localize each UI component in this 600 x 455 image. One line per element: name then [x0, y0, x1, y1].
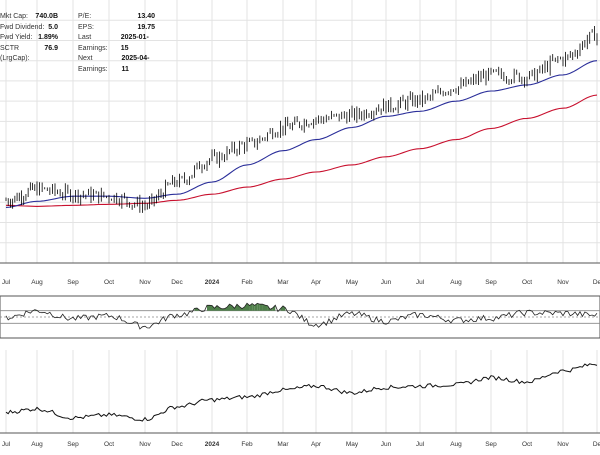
lower-x-tick-label: Dec	[171, 441, 183, 448]
lower-x-tick-label: Sep	[485, 441, 497, 448]
fund-sctr: SCTR (LrgCap):76.9	[0, 44, 58, 65]
price-x-tick-label: Sep	[485, 279, 497, 286]
lower-x-tick-label: May	[346, 441, 359, 448]
fund-value: 13.40	[137, 12, 155, 23]
price-x-tick-label: 2024	[205, 279, 220, 286]
fund-value: 76.9	[44, 44, 58, 65]
fund-value: 5.0	[48, 23, 58, 34]
lower-x-tick-label: Nov	[557, 441, 569, 448]
fund-eps: EPS: 19.75	[78, 23, 155, 34]
lower-x-tick-label: Jun	[381, 441, 392, 448]
lower-x-tick-label: Oct	[522, 441, 532, 448]
price-x-tick-label: Nov	[557, 279, 569, 286]
lower-x-tick-label: Apr	[311, 441, 322, 448]
fund-value: 2025-04-11	[121, 54, 155, 75]
fund-label: Mkt Cap:	[0, 12, 28, 23]
fundamentals-left: Mkt Cap: 740.0B Fwd Dividend: 5.0 Fwd Yiel…	[0, 12, 58, 65]
price-x-tick-label: Jun	[381, 279, 392, 286]
price-x-tick-label: Apr	[311, 279, 322, 286]
price-x-tick-label: Nov	[139, 279, 151, 286]
price-x-tick-label: Aug	[31, 279, 43, 286]
fund-mktcap: Mkt Cap: 740.0B	[0, 12, 58, 23]
lower-x-tick-label: Aug	[31, 441, 43, 448]
lower-x-tick-label: Oct	[104, 441, 114, 448]
fund-value: 740.0B	[35, 12, 58, 23]
fund-label: P/E:	[78, 12, 91, 23]
lower-x-tick-label: Nov	[139, 441, 151, 448]
lower-x-tick-label: 2024	[205, 441, 220, 448]
ma-long-line	[6, 95, 597, 206]
fund-label: Next Earnings:	[78, 54, 121, 75]
price-x-tick-label: Oct	[104, 279, 114, 286]
indicator-overbought-fill	[210, 305, 213, 310]
lower-x-tick-label: De	[593, 441, 600, 448]
fund-value: 2025-01-15	[121, 33, 155, 54]
price-x-tick-label: Jul	[416, 279, 425, 286]
fund-fwd-yield: Fwd Yield: 1.89%	[0, 33, 58, 44]
lower-x-tick-label: Jul	[2, 441, 11, 448]
price-x-tick-label: Dec	[171, 279, 183, 286]
lower-x-tick-label: Jul	[416, 441, 425, 448]
ma-short-line	[6, 61, 597, 208]
fund-label: Fwd Dividend:	[0, 23, 44, 34]
fund-label: SCTR (LrgCap):	[0, 44, 44, 65]
lower-line	[6, 364, 597, 421]
price-x-tick-label: De	[593, 279, 600, 286]
price-x-tick-label: Oct	[522, 279, 532, 286]
fund-label: Last Earnings:	[78, 33, 121, 54]
fund-label: EPS:	[78, 23, 94, 34]
price-x-tick-label: Sep	[67, 279, 79, 286]
lower-x-tick-label: Sep	[67, 441, 79, 448]
indicator-overbought-fill	[260, 304, 263, 311]
lower-x-tick-label: Mar	[277, 441, 289, 448]
price-x-tick-label: May	[346, 279, 359, 286]
indicator-overbought-fill	[207, 305, 210, 310]
price-x-tick-label: Jul	[2, 279, 11, 286]
fund-pe: P/E: 13.40	[78, 12, 155, 23]
fundamentals-right: P/E: 13.40 EPS: 19.75 Last Earnings:2025-0…	[78, 12, 155, 75]
fund-next-earnings: Next Earnings:2025-04-11	[78, 54, 155, 75]
price-x-tick-label: Feb	[241, 279, 253, 286]
fund-fwd-dividend: Fwd Dividend: 5.0	[0, 23, 58, 34]
fund-last-earnings: Last Earnings:2025-01-15	[78, 33, 155, 54]
lower-x-tick-label: Aug	[450, 441, 462, 448]
price-x-tick-label: Mar	[277, 279, 289, 286]
price-x-tick-label: Aug	[450, 279, 462, 286]
fund-value: 19.75	[137, 23, 155, 34]
fund-value: 1.89%	[38, 33, 58, 44]
lower-x-tick-label: Feb	[241, 441, 253, 448]
fund-label: Fwd Yield:	[0, 33, 32, 44]
